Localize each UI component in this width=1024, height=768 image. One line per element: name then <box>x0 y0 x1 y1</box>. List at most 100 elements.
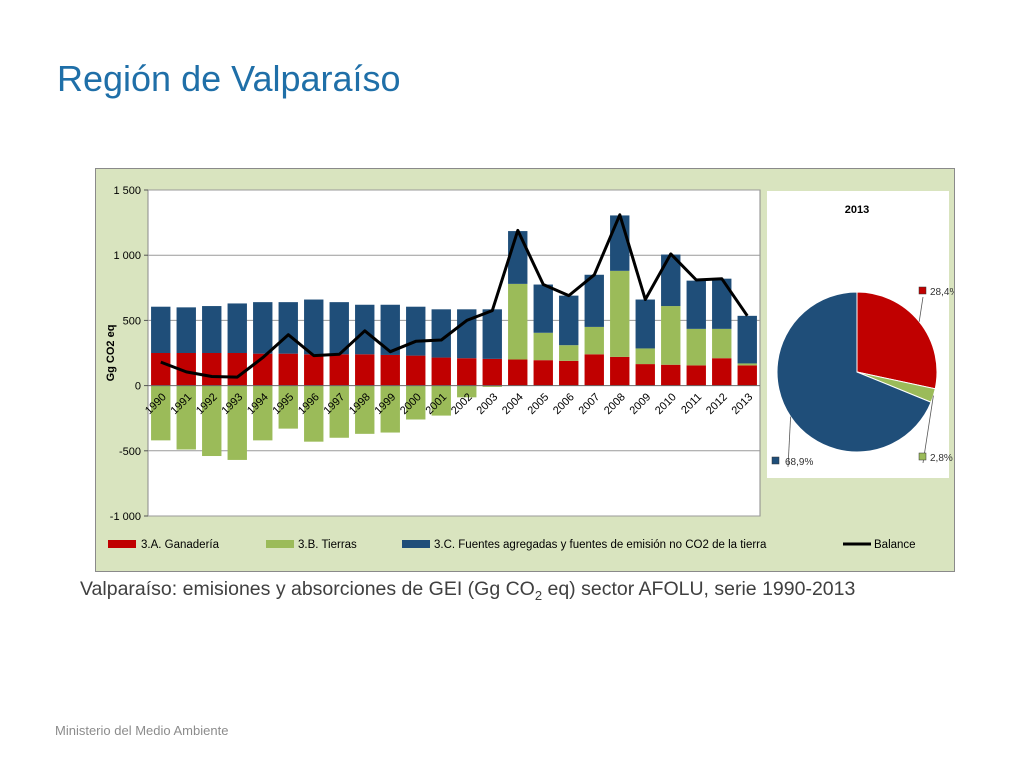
bar-tierras <box>431 385 451 416</box>
pie-label-fuentes: 68,9% <box>785 457 813 468</box>
bar-ganaderia <box>304 354 324 386</box>
legend-label-fuentes: 3.C. Fuentes agregadas y fuentes de emis… <box>434 539 767 551</box>
bar-tierras <box>482 385 502 387</box>
legend-label-tierras: 3.B. Tierras <box>298 539 357 551</box>
bar-tierras <box>533 332 553 361</box>
bar-ganaderia <box>686 365 706 386</box>
bar-tierras <box>712 328 732 359</box>
bar-fuentes <box>431 309 451 358</box>
bar-fuentes <box>661 254 681 307</box>
bar-tierras <box>304 385 324 442</box>
caption-text-end: eq) sector AFOLU, serie 1990-2013 <box>542 578 856 600</box>
pie-leader-line <box>787 416 791 468</box>
bar-ganaderia <box>712 358 732 386</box>
bar-ganaderia <box>533 360 553 386</box>
bar-tierras <box>202 385 222 457</box>
pie-chart: 2013 28,4% 2,8% 68,9% <box>767 191 954 478</box>
pie-label-ganaderia: 28,4% <box>930 287 954 298</box>
bar-tierras <box>584 326 604 355</box>
pie-label-tierras: 2,8% <box>930 453 953 464</box>
bar-tierras <box>635 348 655 365</box>
bar-tierras <box>176 385 196 450</box>
slide-title: Región de Valparaíso <box>57 58 401 99</box>
pie-label-swatch <box>918 452 927 461</box>
bar-tierras <box>355 385 375 434</box>
bar-fuentes <box>304 299 324 355</box>
bar-ganaderia <box>737 365 757 386</box>
bar-fuentes <box>635 299 655 349</box>
bar-fuentes <box>533 284 553 333</box>
bar-tierras <box>278 385 298 429</box>
legend-label-ganaderia: 3.A. Ganadería <box>141 539 220 551</box>
bar-ganaderia <box>559 360 579 386</box>
bar-ganaderia <box>661 364 681 386</box>
bar-ganaderia <box>202 353 222 386</box>
bar-tierras <box>610 270 630 357</box>
bar-fuentes <box>559 295 579 346</box>
bar-fuentes <box>151 306 171 353</box>
pie-leader-line <box>918 296 924 322</box>
bar-ganaderia <box>457 358 477 386</box>
bar-tierras <box>559 345 579 361</box>
bar-ganaderia <box>431 357 451 386</box>
plot-area <box>147 189 761 517</box>
legend-swatch-ganaderia <box>108 540 136 548</box>
y-tick-label: 500 <box>123 315 141 327</box>
bar-fuentes <box>253 302 273 354</box>
bar-ganaderia <box>278 353 298 386</box>
pie-label-swatch <box>918 286 927 295</box>
bar-tierras <box>686 328 706 366</box>
y-tick-label: 1 500 <box>113 185 141 197</box>
bar-tierras <box>253 385 273 441</box>
bar-fuentes <box>508 231 528 284</box>
balance-line <box>160 213 749 379</box>
bar-ganaderia <box>610 356 630 386</box>
bar-ganaderia <box>380 354 400 386</box>
legend-swatch-tierras <box>266 540 294 548</box>
bar-ganaderia <box>151 353 171 386</box>
bar-tierras <box>661 306 681 365</box>
y-tick-label: -1 000 <box>110 511 141 523</box>
pie-slice-fuentes <box>776 291 932 453</box>
y-tick-label: 1 000 <box>113 250 141 262</box>
bar-ganaderia <box>355 354 375 386</box>
pie-title: 2013 <box>845 204 869 216</box>
pie-label-swatch <box>771 456 780 465</box>
y-axis-label: Gg CO2 eq <box>105 325 117 382</box>
bar-fuentes <box>482 309 502 359</box>
chart-legend: 3.A. Ganadería 3.B. Tierras 3.C. Fuentes a… <box>108 539 916 551</box>
bar-fuentes <box>610 215 630 271</box>
bar-tierras <box>508 283 528 360</box>
bar-tierras <box>380 385 400 433</box>
chart-panel: 1 500 1 000 500 0 -500 -1 000 Gg CO2 eq 1990 199… <box>95 168 955 572</box>
bar-fuentes <box>737 315 757 364</box>
y-tick-label: -500 <box>119 446 141 458</box>
bar-tierras <box>227 385 247 460</box>
legend-label-balance: Balance <box>874 539 916 551</box>
bar-fuentes <box>584 274 604 327</box>
bar-tierras <box>329 385 349 438</box>
bar-fuentes <box>712 278 732 329</box>
bar-tierras <box>457 385 477 398</box>
caption-subscript: 2 <box>534 587 543 603</box>
bar-fuentes <box>227 303 247 353</box>
bar-tierras <box>737 363 757 366</box>
bar-ganaderia <box>635 364 655 386</box>
footer-ministry: Ministerio del Medio Ambiente <box>55 723 229 738</box>
bar-fuentes <box>380 304 400 355</box>
bar-ganaderia <box>482 358 502 386</box>
bar-fuentes <box>686 280 706 329</box>
bar-fuentes <box>176 307 196 353</box>
pie-slice-ganaderia <box>856 291 938 390</box>
bar-ganaderia <box>176 353 196 386</box>
bar-ganaderia <box>227 353 247 386</box>
bar-ganaderia <box>508 359 528 386</box>
bar-tierras <box>151 385 171 441</box>
chart-caption: Valparaíso: emisiones y absorciones de G… <box>80 578 855 603</box>
bar-ganaderia <box>406 355 426 386</box>
bar-ganaderia <box>584 354 604 386</box>
bar-ganaderia <box>329 354 349 386</box>
bar-tierras <box>406 385 426 420</box>
